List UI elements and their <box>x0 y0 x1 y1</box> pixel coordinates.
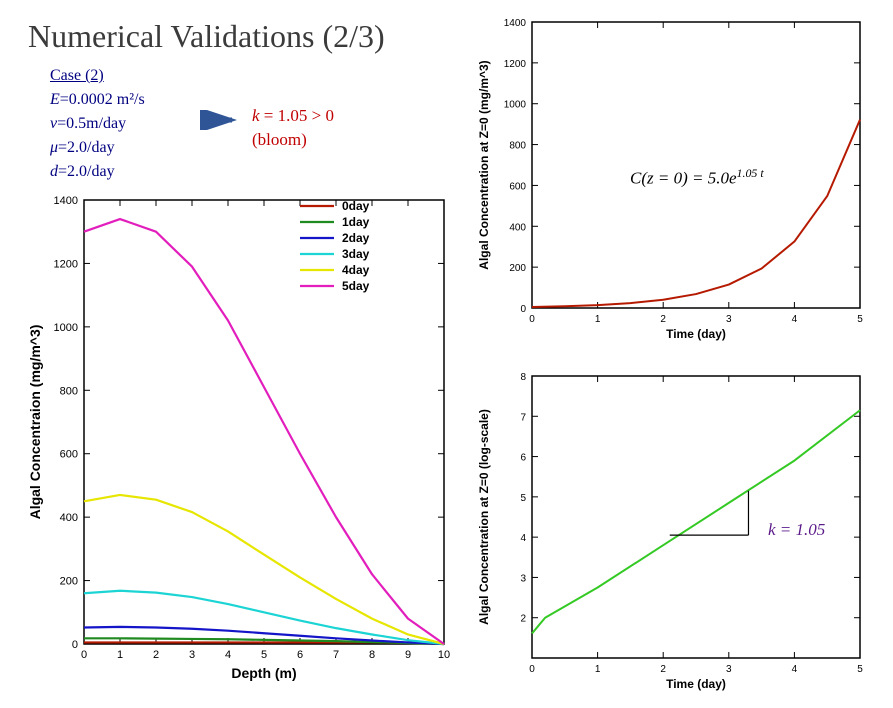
svg-text:Time (day): Time (day) <box>666 677 726 691</box>
svg-text:8: 8 <box>369 649 375 661</box>
svg-text:4day: 4day <box>342 263 370 277</box>
svg-text:1: 1 <box>117 649 123 661</box>
svg-text:5: 5 <box>261 649 267 661</box>
parameter-block: Case (2) E=0.0002 m²/s v=0.5m/day μ=2.0/… <box>50 64 145 184</box>
svg-text:400: 400 <box>60 512 78 524</box>
svg-text:Algal Concentraion (mg/m^3): Algal Concentraion (mg/m^3) <box>27 325 43 520</box>
svg-text:2: 2 <box>520 614 526 625</box>
svg-text:3day: 3day <box>342 247 370 261</box>
svg-text:600: 600 <box>509 181 526 192</box>
k-result: k = 1.05 > 0 (bloom) <box>252 104 334 152</box>
svg-text:1200: 1200 <box>54 258 78 270</box>
svg-text:7: 7 <box>520 412 526 423</box>
svg-text:Time (day): Time (day) <box>666 327 726 341</box>
svg-text:10: 10 <box>438 649 450 661</box>
equation-annotation: C(z = 0) = 5.0e1.05 t <box>630 166 764 189</box>
svg-text:800: 800 <box>509 141 526 152</box>
svg-text:5: 5 <box>520 493 526 504</box>
svg-text:3: 3 <box>726 664 732 675</box>
svg-text:Algal Concentration at Z=0 (lo: Algal Concentration at Z=0 (log-scale) <box>477 409 491 625</box>
svg-text:1400: 1400 <box>504 18 527 29</box>
svg-text:6: 6 <box>520 453 526 464</box>
svg-text:Algal Concentration at Z=0 (mg: Algal Concentration at Z=0 (mg/m^3) <box>477 60 491 269</box>
svg-text:2day: 2day <box>342 231 370 245</box>
svg-text:8: 8 <box>520 372 526 383</box>
case-label: Case (2) <box>50 64 145 88</box>
svg-text:3: 3 <box>726 314 732 325</box>
svg-text:0: 0 <box>81 649 87 661</box>
slope-k-annotation: k = 1.05 <box>768 520 825 540</box>
svg-text:1day: 1day <box>342 215 370 229</box>
svg-text:1: 1 <box>595 664 601 675</box>
svg-text:0: 0 <box>520 304 526 315</box>
svg-text:0day: 0day <box>342 199 370 213</box>
svg-text:1200: 1200 <box>504 59 527 70</box>
svg-text:4: 4 <box>792 664 798 675</box>
svg-text:4: 4 <box>225 649 231 661</box>
param-d: d=2.0/day <box>50 160 145 184</box>
param-E: E=0.0002 m²/s <box>50 88 145 112</box>
svg-text:2: 2 <box>153 649 159 661</box>
chart-depth-vs-concentration: 0 1 2 3 4 5 6 7 8 9 10 0 200 400 600 800 1000 1200 1400 Dep… <box>24 192 454 684</box>
svg-text:Depth (m): Depth (m) <box>231 665 296 681</box>
svg-text:7: 7 <box>333 649 339 661</box>
svg-text:400: 400 <box>509 222 526 233</box>
svg-text:600: 600 <box>60 449 78 461</box>
svg-text:1000: 1000 <box>54 322 78 334</box>
svg-text:3: 3 <box>189 649 195 661</box>
svg-text:0: 0 <box>72 639 78 651</box>
svg-text:4: 4 <box>520 533 526 544</box>
svg-text:200: 200 <box>509 263 526 274</box>
svg-text:200: 200 <box>60 576 78 588</box>
svg-text:0: 0 <box>529 314 535 325</box>
svg-text:5day: 5day <box>342 279 370 293</box>
svg-text:1: 1 <box>595 314 601 325</box>
svg-text:9: 9 <box>405 649 411 661</box>
svg-text:2: 2 <box>660 664 666 675</box>
page-title: Numerical Validations (2/3) <box>28 18 385 55</box>
param-mu: μ=2.0/day <box>50 136 145 160</box>
svg-text:1000: 1000 <box>504 100 527 111</box>
svg-text:5: 5 <box>857 314 863 325</box>
svg-text:800: 800 <box>60 385 78 397</box>
svg-text:0: 0 <box>529 664 535 675</box>
param-v: v=0.5m/day <box>50 112 145 136</box>
svg-text:1400: 1400 <box>54 195 78 207</box>
arrow-icon <box>200 110 244 130</box>
svg-text:3: 3 <box>520 573 526 584</box>
svg-text:4: 4 <box>792 314 798 325</box>
svg-text:2: 2 <box>660 314 666 325</box>
svg-text:5: 5 <box>857 664 863 675</box>
svg-text:6: 6 <box>297 649 303 661</box>
